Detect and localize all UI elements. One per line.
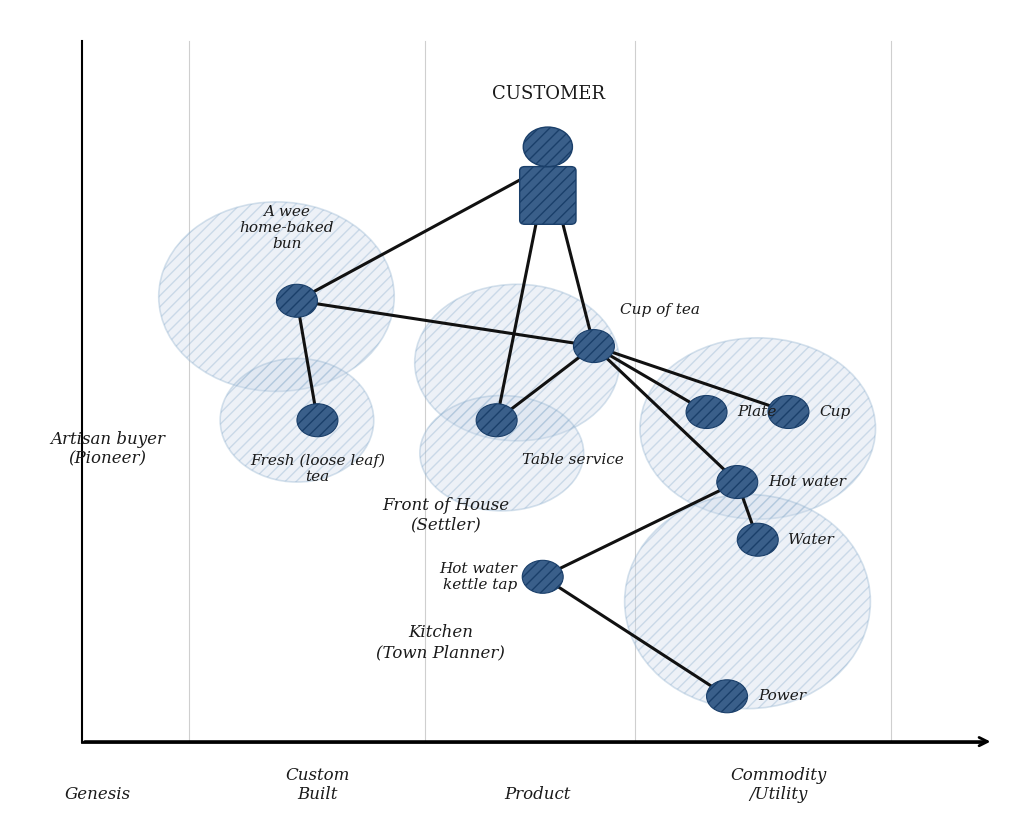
Text: Power: Power bbox=[758, 690, 806, 703]
Ellipse shape bbox=[220, 358, 374, 482]
Ellipse shape bbox=[625, 494, 870, 709]
Circle shape bbox=[522, 560, 563, 593]
Circle shape bbox=[297, 404, 338, 437]
Text: Hot water
kettle tap: Hot water kettle tap bbox=[439, 562, 517, 592]
Text: Kitchen
(Town Planner): Kitchen (Town Planner) bbox=[376, 625, 505, 661]
Circle shape bbox=[717, 466, 758, 499]
Text: Product: Product bbox=[505, 786, 570, 803]
Text: Custom
Built: Custom Built bbox=[286, 767, 349, 803]
Text: Cup of tea: Cup of tea bbox=[620, 303, 699, 317]
Text: Genesis: Genesis bbox=[65, 786, 130, 803]
Text: Plate: Plate bbox=[737, 405, 776, 419]
Text: Water: Water bbox=[788, 533, 835, 546]
Text: A wee
home-baked
bun: A wee home-baked bun bbox=[240, 205, 334, 251]
Text: CUSTOMER: CUSTOMER bbox=[492, 85, 604, 103]
Text: Commodity
/Utility: Commodity /Utility bbox=[730, 767, 826, 803]
Circle shape bbox=[476, 404, 517, 437]
Circle shape bbox=[737, 523, 778, 556]
Circle shape bbox=[573, 330, 614, 363]
Circle shape bbox=[686, 396, 727, 428]
Ellipse shape bbox=[640, 338, 876, 519]
Text: Hot water: Hot water bbox=[768, 475, 846, 489]
Ellipse shape bbox=[420, 396, 584, 511]
Ellipse shape bbox=[415, 284, 620, 441]
Text: Fresh (loose leaf)
tea: Fresh (loose leaf) tea bbox=[250, 453, 385, 484]
Circle shape bbox=[707, 680, 748, 713]
Circle shape bbox=[276, 284, 317, 317]
FancyBboxPatch shape bbox=[520, 166, 577, 224]
Text: Cup: Cup bbox=[819, 405, 851, 419]
Circle shape bbox=[523, 127, 572, 166]
Circle shape bbox=[768, 396, 809, 428]
Text: Table service: Table service bbox=[522, 453, 624, 467]
Text: Front of House
(Settler): Front of House (Settler) bbox=[382, 497, 509, 533]
Text: Artisan buyer
(Pioneer): Artisan buyer (Pioneer) bbox=[50, 431, 165, 467]
Ellipse shape bbox=[159, 202, 394, 391]
